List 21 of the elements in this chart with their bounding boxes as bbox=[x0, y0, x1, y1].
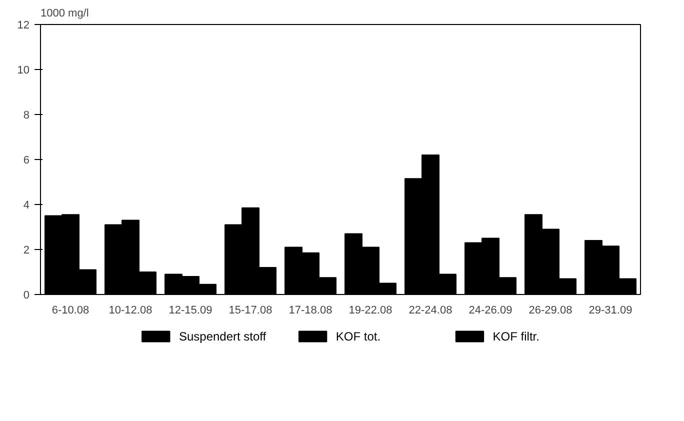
y-tick-label: 8 bbox=[23, 110, 30, 122]
x-tick-label: 22-24.08 bbox=[408, 304, 452, 316]
x-tick-label: 24-26.09 bbox=[468, 304, 512, 316]
x-tick-label: 19-22.08 bbox=[348, 304, 392, 316]
x-tick-label: 26-29.08 bbox=[528, 304, 572, 316]
x-tick-label: 6-10.08 bbox=[52, 304, 90, 316]
legend-label: KOF tot. bbox=[336, 330, 381, 344]
y-tick-label: 2 bbox=[23, 244, 30, 256]
x-tick-label: 29-31.09 bbox=[588, 304, 632, 316]
y-tick-label: 10 bbox=[17, 64, 30, 76]
x-tick-label: 12-15.09 bbox=[168, 304, 212, 316]
x-tick-label: 17-18.08 bbox=[288, 304, 332, 316]
x-tick-label: 10-12.08 bbox=[108, 304, 152, 316]
y-axis-title: 1000 mg/l bbox=[40, 8, 89, 20]
y-tick-label: 12 bbox=[17, 20, 30, 32]
y-tick-label: 0 bbox=[23, 290, 30, 302]
y-tick-label: 6 bbox=[23, 154, 30, 166]
legend-label: KOF filtr. bbox=[492, 330, 540, 344]
legend-label: Suspendert stoff bbox=[178, 330, 267, 344]
x-tick-label: 15-17.08 bbox=[228, 304, 272, 316]
y-tick-label: 4 bbox=[23, 200, 30, 212]
